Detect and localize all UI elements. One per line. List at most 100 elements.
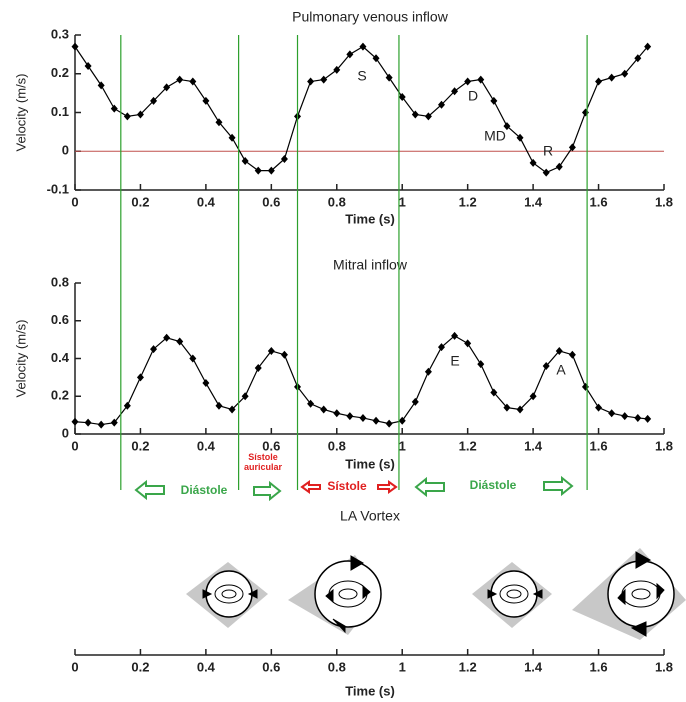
annotation: R bbox=[543, 143, 553, 159]
annotation: S bbox=[357, 68, 366, 84]
data-point bbox=[307, 77, 315, 86]
chart-title: Mitral inflow bbox=[333, 257, 408, 273]
data-point bbox=[84, 62, 92, 70]
phase-label: Diástole bbox=[181, 483, 228, 497]
data-point bbox=[424, 112, 432, 121]
data-point bbox=[477, 360, 485, 369]
data-point bbox=[568, 143, 576, 152]
annotation: D bbox=[468, 88, 478, 104]
data-point bbox=[516, 133, 524, 142]
data-point bbox=[437, 343, 445, 352]
data-point bbox=[150, 345, 158, 354]
x-tick-label: 1 bbox=[399, 438, 406, 453]
x-tick-label: 0.6 bbox=[262, 438, 280, 453]
data-point bbox=[595, 77, 603, 86]
y-tick-label: 0.6 bbox=[51, 312, 69, 327]
data-point bbox=[644, 414, 652, 423]
data-point bbox=[424, 367, 432, 376]
data-point bbox=[320, 75, 328, 84]
data-point bbox=[634, 413, 642, 422]
data-point bbox=[189, 354, 197, 363]
annotation: A bbox=[556, 362, 566, 378]
x-tick-label: 1.4 bbox=[524, 659, 543, 674]
data-point bbox=[542, 168, 550, 177]
x-tick-label: 0 bbox=[71, 659, 78, 674]
data-point bbox=[267, 166, 275, 175]
x-tick-label: 0.6 bbox=[262, 659, 280, 674]
data-point bbox=[490, 388, 498, 397]
x-tick-label: 1 bbox=[399, 659, 406, 674]
data-point bbox=[595, 403, 603, 412]
data-point bbox=[464, 339, 472, 348]
x-tick-label: 0.8 bbox=[328, 438, 346, 453]
x-tick-label: 1.6 bbox=[590, 659, 608, 674]
x-tick-label: 0.4 bbox=[197, 659, 216, 674]
y-tick-label: 0.3 bbox=[51, 26, 69, 41]
x-tick-label: 1.2 bbox=[459, 659, 477, 674]
x-tick-label: 1.6 bbox=[590, 438, 608, 453]
data-point bbox=[123, 401, 131, 410]
data-point bbox=[581, 108, 589, 117]
data-point bbox=[150, 96, 158, 105]
data-point bbox=[451, 331, 459, 340]
phase-label: Diástole bbox=[470, 478, 517, 492]
data-point bbox=[359, 42, 367, 51]
data-point bbox=[346, 50, 354, 59]
chart-title: Pulmonary venous inflow bbox=[292, 9, 449, 25]
data-point bbox=[411, 110, 419, 119]
x-tick-label: 1.8 bbox=[655, 438, 673, 453]
x-tick-label: 0.6 bbox=[262, 194, 280, 209]
x-tick-label: 1.2 bbox=[459, 438, 477, 453]
x-tick-label: 0.8 bbox=[328, 659, 346, 674]
data-point bbox=[215, 118, 223, 127]
data-point bbox=[202, 379, 210, 388]
data-point bbox=[398, 93, 406, 101]
chart-title: LA Vortex bbox=[340, 508, 400, 524]
data-point bbox=[372, 54, 380, 63]
x-tick-label: 0 bbox=[71, 438, 78, 453]
x-tick-label: 1.8 bbox=[655, 194, 673, 209]
data-point bbox=[346, 412, 354, 421]
data-point bbox=[241, 392, 249, 401]
data-point bbox=[437, 100, 445, 109]
data-point bbox=[176, 337, 184, 346]
series-line bbox=[74, 335, 648, 426]
x-tick-label: 0.2 bbox=[131, 194, 149, 209]
x-axis-label: Time (s) bbox=[345, 683, 395, 698]
data-point bbox=[634, 54, 642, 63]
data-point bbox=[555, 346, 563, 355]
phase-arrows bbox=[134, 475, 574, 502]
data-point bbox=[254, 166, 262, 175]
data-point bbox=[280, 155, 288, 163]
y-tick-label: 0 bbox=[62, 425, 69, 440]
data-point bbox=[516, 405, 524, 414]
series-line bbox=[74, 45, 649, 174]
data-point bbox=[621, 69, 629, 78]
data-point bbox=[503, 403, 511, 412]
data-point bbox=[307, 399, 315, 408]
data-point bbox=[241, 156, 249, 165]
data-point bbox=[451, 87, 459, 96]
data-point bbox=[110, 104, 118, 113]
data-point bbox=[490, 96, 498, 105]
phase-label: Sístole bbox=[327, 479, 367, 493]
x-tick-label: 0.8 bbox=[328, 194, 346, 209]
x-tick-label: 1.6 bbox=[590, 194, 608, 209]
y-tick-label: 0.2 bbox=[51, 388, 69, 403]
data-point bbox=[163, 333, 171, 342]
data-point bbox=[97, 420, 105, 429]
data-point bbox=[215, 401, 223, 410]
data-point bbox=[333, 65, 341, 74]
data-point bbox=[320, 405, 328, 414]
data-point bbox=[529, 158, 537, 167]
x-tick-label: 0.4 bbox=[197, 194, 216, 209]
y-tick-label: -0.1 bbox=[47, 181, 69, 196]
data-point bbox=[372, 416, 380, 425]
data-point bbox=[189, 77, 197, 86]
data-point bbox=[71, 417, 79, 426]
x-tick-label: 0.2 bbox=[131, 438, 149, 453]
y-tick-label: 0.4 bbox=[51, 350, 70, 365]
data-point bbox=[97, 81, 105, 90]
